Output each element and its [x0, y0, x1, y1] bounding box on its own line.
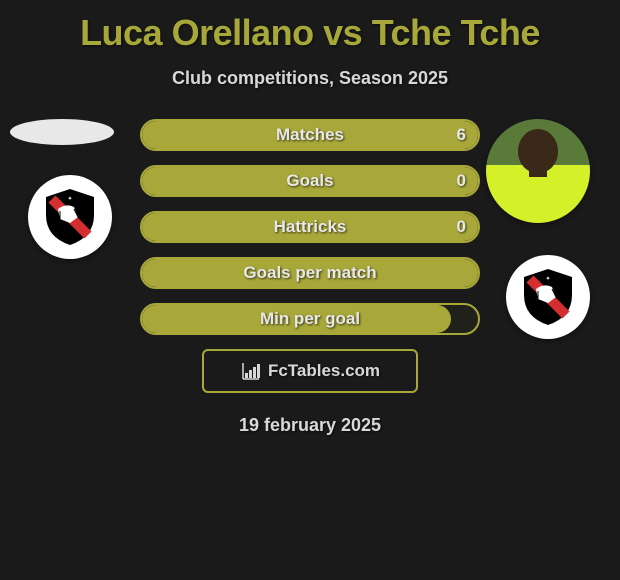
vasco-badge-left: ✦ [28, 175, 112, 259]
stat-row-goals-per-match: Goals per match [140, 257, 480, 289]
bar-chart-icon [240, 360, 262, 382]
player1-name: Luca Orellano [80, 12, 314, 53]
stat-row-matches: Matches 6 [140, 119, 480, 151]
content-area: ✦ ✦ Matches 6 Goals [0, 119, 620, 436]
player1-placeholder [10, 119, 114, 145]
stat-label: Hattricks [274, 217, 347, 237]
stat-label: Goals [286, 171, 333, 191]
stat-label: Matches [276, 125, 344, 145]
stat-label: Min per goal [260, 309, 360, 329]
shield-icon: ✦ [38, 185, 102, 249]
comparison-title: Luca Orellano vs Tche Tche [0, 0, 620, 54]
player-avatar [486, 119, 590, 223]
stat-row-hattricks: Hattricks 0 [140, 211, 480, 243]
shield-icon: ✦ [516, 265, 580, 329]
player1-club-badge: ✦ [28, 175, 112, 259]
player2-name: Tche Tche [372, 12, 540, 53]
player2-photo [486, 119, 590, 223]
player2-club-badge: ✦ [506, 255, 590, 339]
stat-row-min-per-goal: Min per goal [140, 303, 480, 335]
svg-text:✦: ✦ [68, 196, 72, 202]
stat-value: 6 [457, 125, 466, 145]
subtitle: Club competitions, Season 2025 [0, 68, 620, 89]
brand-box: FcTables.com [202, 349, 418, 393]
vs-text: vs [323, 12, 362, 53]
svg-text:✦: ✦ [546, 276, 550, 282]
stat-row-goals: Goals 0 [140, 165, 480, 197]
brand-text: FcTables.com [268, 361, 380, 381]
stat-value: 0 [457, 171, 466, 191]
stat-value: 0 [457, 217, 466, 237]
stats-list: Matches 6 Goals 0 Hattricks 0 Goals per … [140, 119, 480, 335]
vasco-badge-right: ✦ [506, 255, 590, 339]
stat-label: Goals per match [243, 263, 376, 283]
date-text: 19 february 2025 [20, 415, 600, 436]
